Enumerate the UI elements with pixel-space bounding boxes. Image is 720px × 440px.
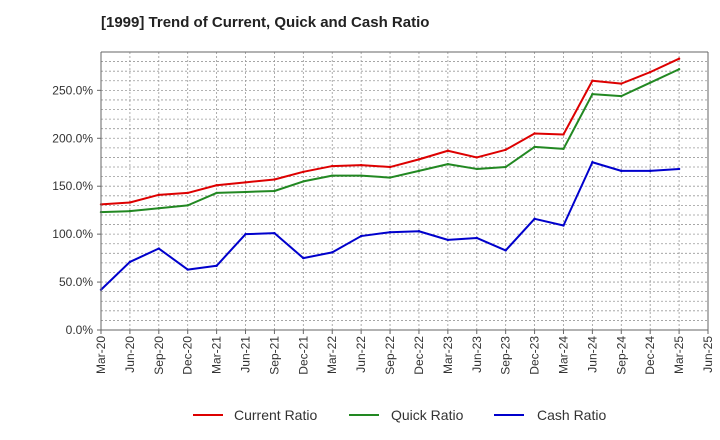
- quick-ratio-point: [157, 207, 161, 210]
- x-tick-label: Sep-21: [267, 336, 281, 375]
- cash-ratio-point: [417, 230, 421, 233]
- x-tick-label: Sep-23: [499, 336, 513, 375]
- plot-area: [101, 52, 708, 330]
- axes: 0.0% 50.0% 100.0% 150.0% 200.0% 250.0% Mar-20 J…: [52, 51, 715, 375]
- cash-ratio-point: [157, 247, 161, 250]
- x-tick-label: Jun-25: [701, 336, 715, 373]
- current-ratio-point: [128, 201, 132, 204]
- x-tick-label: Mar-21: [210, 336, 224, 374]
- cash-ratio-point: [302, 256, 305, 260]
- quick-ratio-point: [417, 169, 421, 173]
- cash-ratio-point: [504, 249, 507, 252]
- x-tick-label: Sep-22: [383, 336, 397, 375]
- current-ratio-point: [475, 156, 478, 159]
- x-tick-label: Dec-24: [643, 336, 657, 375]
- current-ratio-point: [504, 148, 507, 151]
- x-tick-label: Sep-24: [614, 336, 628, 375]
- cash-ratio-point: [331, 251, 334, 254]
- x-tick-label: Dec-21: [296, 336, 310, 375]
- current-ratio-point: [157, 193, 161, 197]
- current-ratio-point: [533, 132, 536, 135]
- y-tick-label: 250.0%: [52, 83, 93, 97]
- cash-ratio-point: [591, 161, 594, 164]
- quick-ratio-point: [562, 147, 565, 151]
- cash-ratio-point: [648, 169, 652, 173]
- current-ratio-point: [648, 70, 652, 74]
- cash-ratio-point: [186, 268, 189, 271]
- cash-ratio-point: [215, 264, 218, 267]
- quick-ratio-point: [648, 81, 652, 84]
- current-ratio-point: [359, 163, 363, 167]
- quick-ratio-point: [591, 92, 594, 96]
- current-ratio-point: [186, 191, 189, 195]
- current-ratio-point: [417, 158, 421, 161]
- x-tick-label: Dec-20: [181, 336, 195, 375]
- cash-ratio-point: [446, 238, 450, 242]
- x-tick-label: Jun-21: [239, 336, 253, 373]
- quick-ratio-point: [533, 145, 536, 149]
- x-tick-label: Dec-22: [412, 336, 426, 375]
- quick-ratio-point: [302, 180, 305, 183]
- y-tick-label: 100.0%: [52, 227, 93, 241]
- x-tick-label: Jun-24: [585, 336, 599, 373]
- current-ratio-point: [677, 57, 681, 60]
- quick-ratio-point: [331, 174, 334, 177]
- x-tick-label: Mar-22: [325, 336, 339, 374]
- cash-ratio-point: [359, 234, 363, 238]
- quick-ratio-point: [244, 190, 247, 194]
- y-tick-label: 200.0%: [52, 131, 93, 145]
- quick-ratio-point: [215, 191, 218, 195]
- legend-label-current-ratio: Current Ratio: [234, 407, 317, 423]
- x-tick-label: Dec-23: [528, 336, 542, 375]
- current-ratio-point: [591, 79, 594, 82]
- quick-ratio-point: [186, 204, 189, 207]
- current-ratio-point: [273, 178, 276, 181]
- quick-ratio-point: [475, 167, 478, 171]
- cash-ratio-point: [533, 217, 536, 220]
- quick-ratio-point: [388, 176, 392, 179]
- legend-label-cash-ratio: Cash Ratio: [537, 407, 606, 423]
- x-tick-label: Jun-22: [354, 336, 368, 373]
- current-ratio-point: [215, 184, 218, 187]
- legend: Current Ratio Quick Ratio Cash Ratio: [193, 407, 606, 423]
- cash-ratio-point: [128, 260, 132, 264]
- x-tick-label: Jun-23: [470, 336, 484, 373]
- grid-lines: [101, 52, 708, 330]
- cash-ratio-point: [620, 169, 623, 173]
- quick-ratio-point: [359, 174, 363, 177]
- y-tick-label: 50.0%: [59, 275, 93, 289]
- current-ratio-point: [446, 149, 450, 152]
- current-ratio-point: [302, 170, 305, 174]
- current-ratio-point: [331, 164, 334, 168]
- cash-ratio-point: [562, 224, 565, 227]
- cash-ratio-point: [677, 167, 681, 171]
- y-tick-label: 150.0%: [52, 179, 93, 193]
- x-tick-label: Jun-20: [123, 336, 137, 373]
- chart-title: [1999] Trend of Current, Quick and Cash …: [101, 14, 430, 31]
- quick-ratio-point: [504, 165, 507, 169]
- quick-ratio-point: [128, 209, 132, 213]
- cash-ratio-point: [475, 236, 478, 240]
- current-ratio-point: [562, 133, 565, 136]
- y-tick-label: 0.0%: [66, 323, 94, 337]
- x-tick-label: Mar-20: [94, 336, 108, 374]
- x-tick-label: Mar-23: [441, 336, 455, 374]
- x-tick-label: Mar-25: [672, 336, 686, 374]
- x-tick-label: Sep-20: [152, 336, 166, 375]
- series-lines: [99, 57, 681, 291]
- plot-background: [101, 52, 708, 330]
- current-ratio-point: [620, 82, 623, 85]
- legend-label-quick-ratio: Quick Ratio: [391, 407, 464, 423]
- cash-ratio-point: [273, 231, 276, 235]
- current-ratio-point: [388, 165, 392, 169]
- quick-ratio-point: [446, 162, 450, 166]
- cash-ratio-point: [244, 232, 247, 236]
- x-tick-label: Mar-24: [556, 336, 570, 374]
- cash-ratio-point: [388, 231, 392, 234]
- quick-ratio-point: [273, 189, 276, 193]
- quick-ratio-point: [620, 94, 623, 98]
- current-ratio-point: [244, 181, 247, 184]
- quick-ratio-point: [677, 68, 681, 71]
